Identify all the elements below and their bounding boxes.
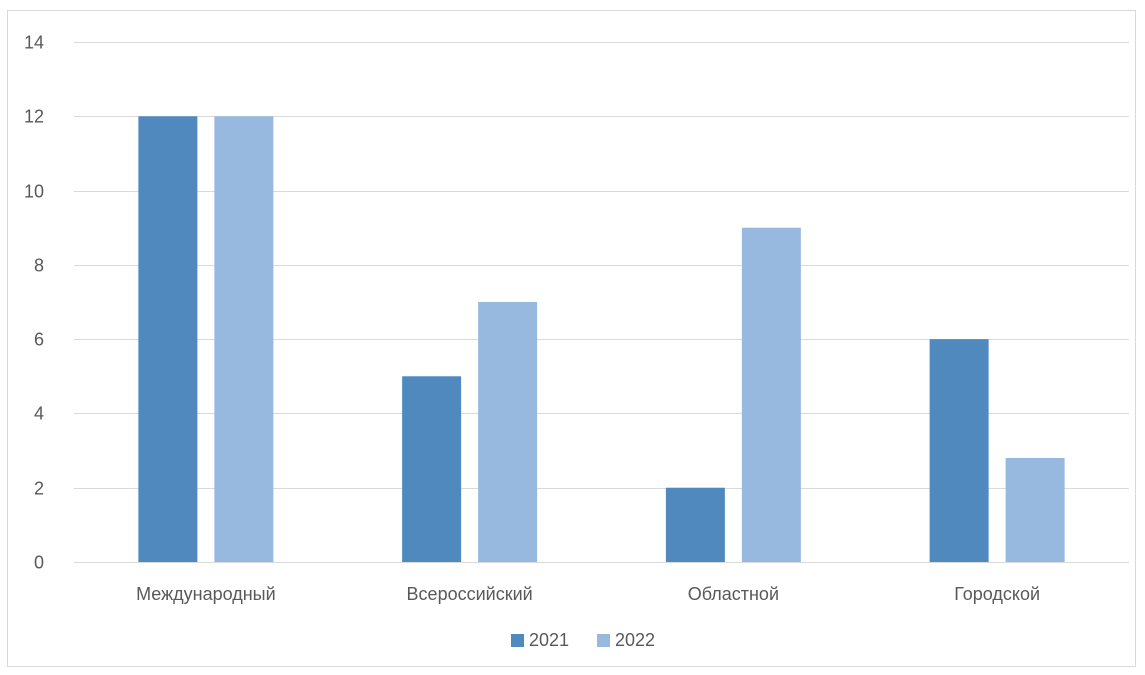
bar-2022-3 [1005, 458, 1065, 562]
bar-2022-0 [214, 116, 274, 563]
legend-swatch [597, 634, 610, 647]
y-tick-label: 14 [24, 33, 44, 53]
bar-2021-0 [138, 116, 198, 563]
y-tick-label: 12 [24, 107, 44, 127]
y-tick-label: 8 [34, 256, 44, 276]
bar-2021-1 [402, 376, 462, 562]
x-axis-categories: Международный Всероссийский Областной Город… [136, 584, 1040, 604]
bar-2022-2 [741, 227, 801, 562]
y-axis-ticks: 0 2 4 6 8 10 12 14 [24, 33, 44, 573]
legend-label: 2021 [529, 630, 569, 650]
y-tick-label: 6 [34, 330, 44, 350]
legend-label: 2022 [615, 630, 655, 650]
legend-swatch [511, 634, 524, 647]
x-category-label: Всероссийский [407, 584, 533, 604]
y-tick-label: 2 [34, 479, 44, 499]
bars [138, 116, 1065, 563]
y-tick-label: 0 [34, 553, 44, 573]
bar-2022-1 [478, 302, 538, 562]
x-category-label: Международный [136, 584, 276, 604]
bar-2021-3 [929, 339, 989, 562]
y-tick-label: 4 [34, 404, 44, 424]
bar-2021-2 [665, 487, 725, 562]
legend: 2021 2022 [511, 630, 655, 650]
x-category-label: Областной [688, 584, 779, 604]
x-category-label: Городской [954, 584, 1040, 604]
y-tick-label: 10 [24, 182, 44, 202]
